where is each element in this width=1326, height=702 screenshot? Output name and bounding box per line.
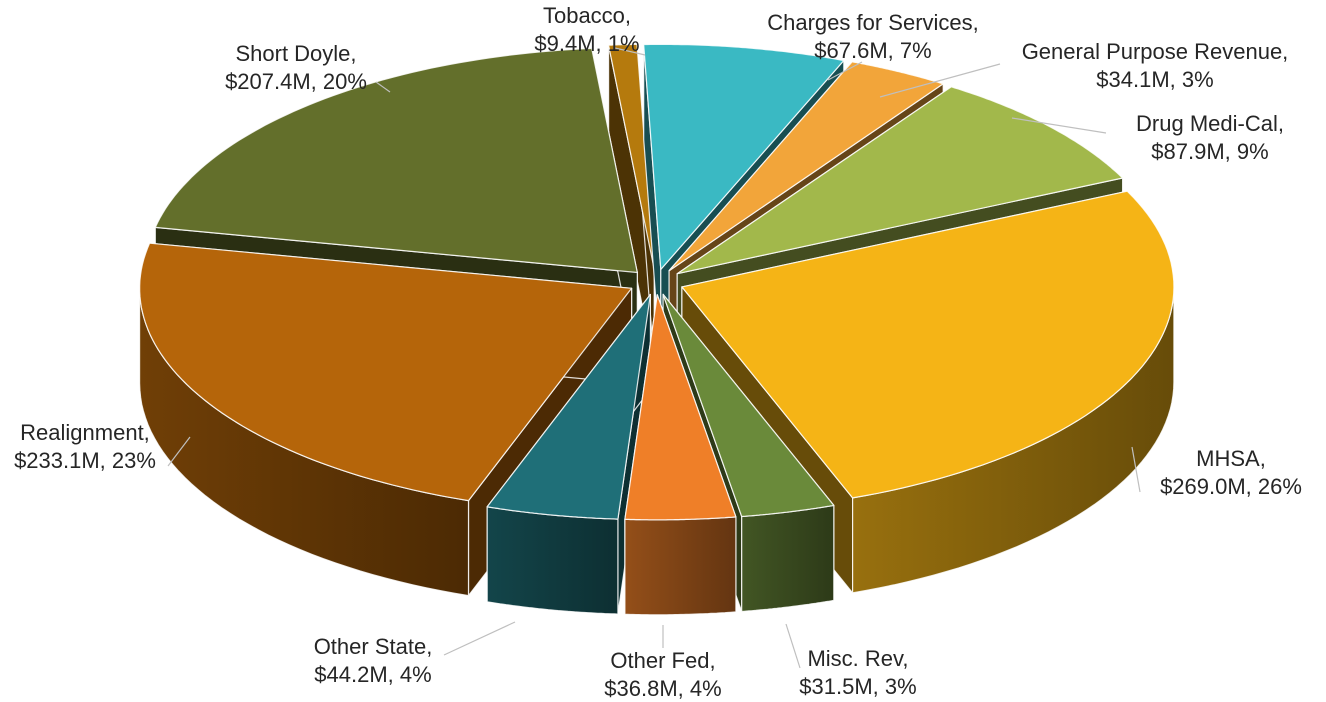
slice-label-name: Other Fed, bbox=[610, 648, 715, 673]
leader-line bbox=[1131, 446, 1141, 493]
pie-slice-other-fed bbox=[624, 294, 737, 616]
slice-label-value: $31.5M, 3% bbox=[799, 674, 916, 699]
slice-label: General Purpose Revenue, $34.1M, 3% bbox=[1022, 39, 1289, 92]
leader-line bbox=[167, 436, 191, 467]
pie-slice-tobacco bbox=[608, 43, 655, 365]
slice-top-face bbox=[608, 43, 655, 270]
slice-top-face bbox=[624, 294, 737, 521]
leader-line bbox=[879, 63, 1001, 98]
slice-label-value: $87.9M, 9% bbox=[1151, 139, 1268, 164]
slice-top-face bbox=[681, 190, 1175, 499]
slice-label-value: $67.6M, 7% bbox=[814, 38, 931, 63]
slice-top-face bbox=[676, 86, 1124, 275]
leader-line bbox=[785, 623, 801, 669]
slice-label: Other State, $44.2M, 4% bbox=[314, 634, 433, 687]
slice-label: MHSA, $269.0M, 26% bbox=[1160, 446, 1302, 499]
slice-label: Drug Medi-Cal, $87.9M, 9% bbox=[1136, 111, 1284, 164]
label-leader-lines bbox=[167, 47, 1141, 669]
slice-outer-wall bbox=[486, 506, 619, 615]
slice-top-face bbox=[668, 61, 944, 272]
slice-label-value: $34.1M, 3% bbox=[1096, 67, 1213, 92]
slice-label-name: Charges for Services, bbox=[767, 10, 979, 35]
slice-label: Other Fed, $36.8M, 4% bbox=[604, 648, 721, 701]
slice-outer-wall bbox=[741, 504, 835, 613]
slice-label-name: MHSA, bbox=[1196, 446, 1266, 471]
pie-slice-other-state bbox=[486, 293, 651, 615]
slice-label: Realignment, $233.1M, 23% bbox=[14, 420, 156, 473]
slice-label-name: Short Doyle, bbox=[235, 41, 356, 66]
slice-label-value: $36.8M, 4% bbox=[604, 676, 721, 701]
slice-top-face bbox=[486, 293, 651, 520]
slice-outer-wall bbox=[624, 516, 737, 616]
slice-label-name: Tobacco, bbox=[543, 3, 631, 28]
slice-label: Misc. Rev, $31.5M, 3% bbox=[799, 646, 916, 699]
slice-top-face bbox=[662, 293, 835, 518]
slice-label-value: $269.0M, 26% bbox=[1160, 474, 1302, 499]
slice-label-value: $233.1M, 23% bbox=[14, 448, 156, 473]
slice-label-name: Realignment, bbox=[20, 420, 150, 445]
slice-label-value: $9.4M, 1% bbox=[534, 31, 639, 56]
leader-line bbox=[443, 621, 516, 656]
slice-label: Short Doyle, $207.4M, 20% bbox=[225, 41, 367, 94]
leader-line bbox=[1011, 117, 1107, 134]
leader-line bbox=[614, 47, 646, 56]
slice-label: Charges for Services, $67.6M, 7% bbox=[767, 10, 979, 63]
leader-line bbox=[827, 61, 863, 81]
slice-label-name: General Purpose Revenue, bbox=[1022, 39, 1289, 64]
pie-slices bbox=[139, 43, 1175, 616]
leader-line bbox=[375, 81, 391, 93]
slice-top-face bbox=[154, 47, 638, 274]
slice-label-name: Misc. Rev, bbox=[807, 646, 908, 671]
slice-labels: Charges for Services, $67.6M, 7% General P… bbox=[14, 3, 1302, 701]
slice-label: Tobacco, $9.4M, 1% bbox=[534, 3, 639, 56]
slice-label-name: Drug Medi-Cal, bbox=[1136, 111, 1284, 136]
slice-top-face bbox=[643, 43, 845, 270]
slice-label-value: $207.4M, 20% bbox=[225, 69, 367, 94]
slice-label-value: $44.2M, 4% bbox=[314, 662, 431, 687]
slice-label-name: Other State, bbox=[314, 634, 433, 659]
slice-top-face bbox=[139, 242, 633, 502]
